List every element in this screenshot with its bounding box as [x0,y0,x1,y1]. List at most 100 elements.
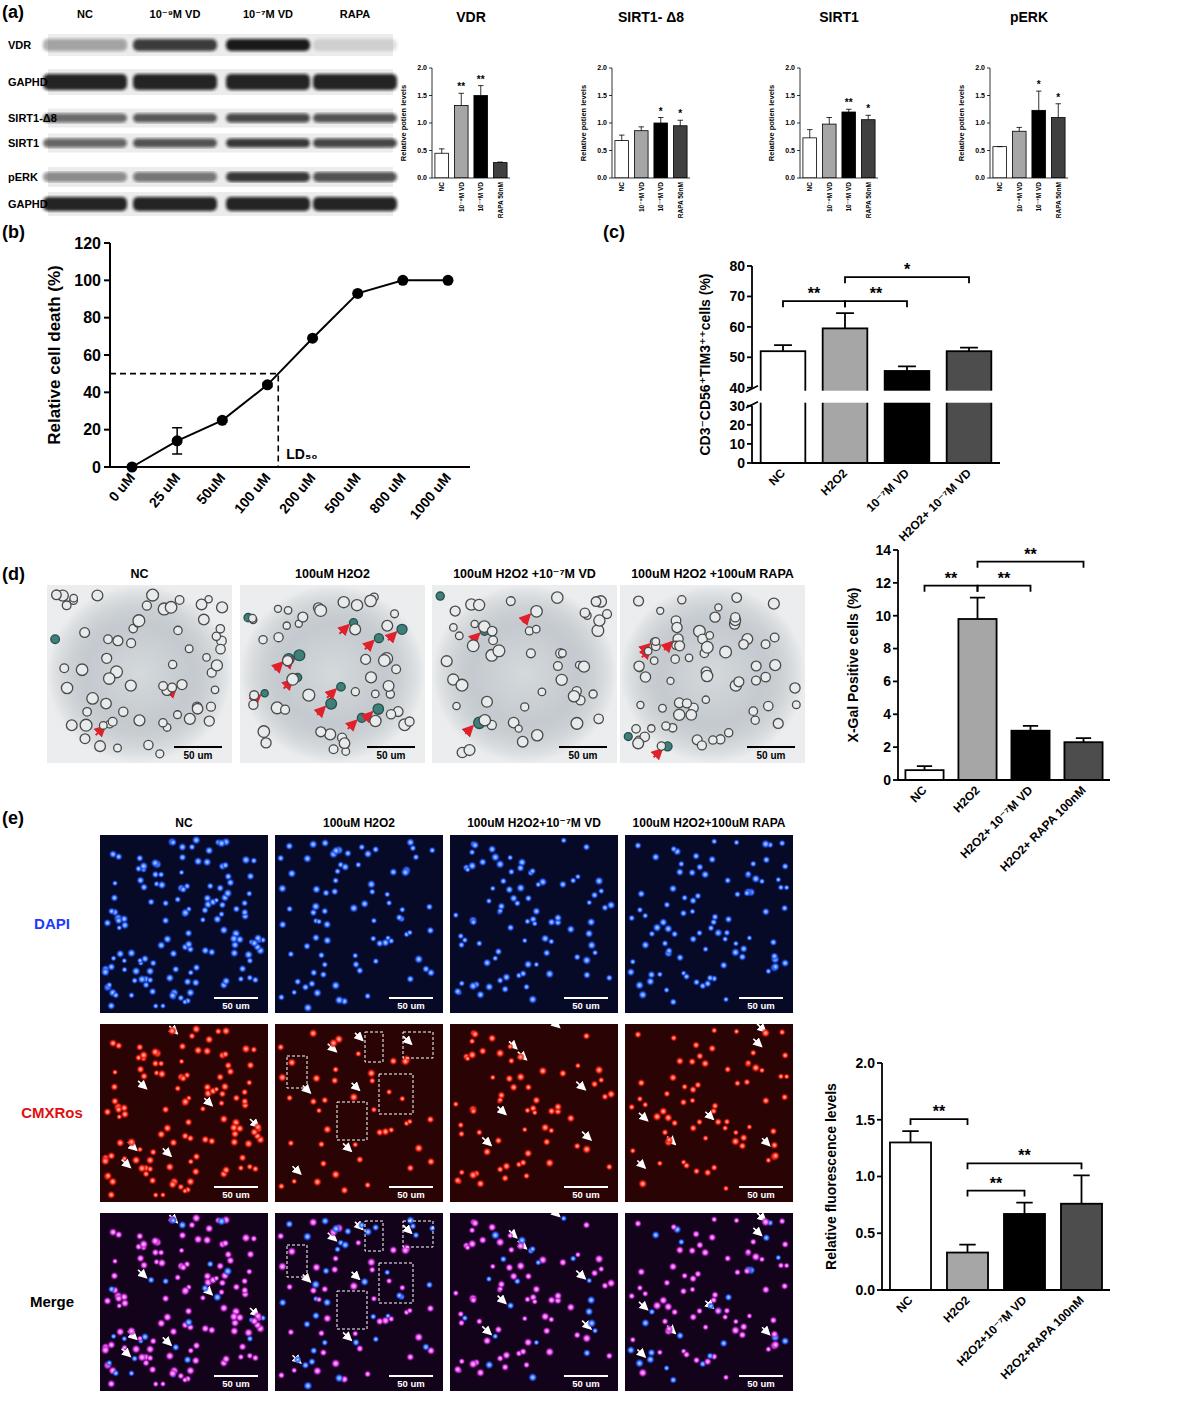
cell [174,711,182,719]
cell [595,876,604,885]
error-bar [1056,104,1061,118]
significance-label: ** [870,285,883,302]
significance-label: * [1056,92,1060,103]
y-axis-label: Relative potien levels [957,85,966,161]
significance-label: ** [1018,1147,1031,1164]
cell [529,868,536,875]
cell [396,914,404,922]
cell [664,1113,673,1122]
arrow [551,1019,560,1027]
cell [519,1159,526,1166]
arrow [388,632,396,640]
cell [637,907,644,914]
cell [207,1260,214,1267]
cell [205,846,214,855]
cell [507,1232,513,1238]
cell [80,734,90,744]
cell [650,657,658,665]
cell [665,1136,673,1144]
cell [525,895,532,902]
cell [751,874,760,883]
cell [657,607,664,614]
x-tick-label: RAPA 50nM [865,182,872,218]
scale-bar [389,1186,433,1188]
cell [323,1314,332,1323]
cell [139,862,148,871]
panel-label: (e) [2,808,24,828]
cell [662,940,669,947]
cell [459,1358,465,1364]
cell [121,958,127,964]
cell [160,1381,166,1387]
cell [389,1057,397,1065]
cell [110,1272,118,1280]
y-tick-label: 1.5 [975,92,985,99]
cell [258,726,270,738]
cell [670,1376,677,1383]
arrow [343,1332,351,1340]
cell [222,1355,230,1363]
scale-bar [214,997,258,999]
cell [157,941,166,950]
y-tick [987,178,990,179]
arrow [352,1083,360,1090]
micrograph-title: 100uM H2O2+100uM RAPA [633,816,786,830]
cell [711,913,718,920]
cell [653,1112,662,1121]
cell [386,710,395,719]
error-bar [619,135,624,141]
cell [543,1138,551,1146]
cell [163,1124,172,1133]
cell [108,1286,115,1293]
cell [246,1250,254,1258]
cell [674,709,685,720]
cell [696,863,704,871]
cell [733,940,739,946]
cell [762,1097,770,1105]
cell [151,859,160,868]
cell [556,674,567,685]
cell [696,1119,703,1126]
cell [302,983,310,991]
y-tick-label: 0 [883,772,891,788]
lane-label: NC [77,8,93,20]
y-tick-label: 10 [875,608,891,624]
cell [711,1164,718,1171]
cell [779,840,786,847]
micrograph-title: 100uM H2O2 [295,567,370,581]
error-bar [866,115,871,119]
cell [329,1038,338,1047]
highlight-box [365,1032,383,1062]
cell [523,1362,530,1369]
cell [178,843,186,851]
cell [686,710,697,721]
cell [734,677,744,687]
cell [132,967,141,976]
tile-bg [450,835,618,1013]
cell [283,656,293,666]
cell [453,1101,459,1107]
cell [369,1077,376,1084]
cell [192,1214,201,1223]
cell [412,854,419,861]
cell [642,1291,648,1297]
cell [548,1107,556,1115]
cell [784,1074,790,1080]
cell [635,981,644,990]
cell [200,1106,206,1112]
cell [158,1070,167,1079]
y-tick-label: 0.5 [975,147,985,154]
x-tick-label: 10⁻⁹M VD [1016,182,1023,212]
cell [792,701,800,709]
bar [842,112,856,178]
x-tick-label: 10⁻⁷M VD [845,182,852,212]
cell [114,744,122,752]
cell [222,1239,230,1247]
scale-bar [564,1186,608,1188]
cell [321,1286,328,1293]
cell [138,1164,147,1173]
western-blot: NC10⁻⁹M VD10⁻⁷M VDRAPAVDRGAPHDSIRT1-Δ8SI… [8,8,397,216]
y-tick-label: 0.5 [597,147,607,154]
scale-bar [739,1375,783,1377]
cell [591,597,601,607]
